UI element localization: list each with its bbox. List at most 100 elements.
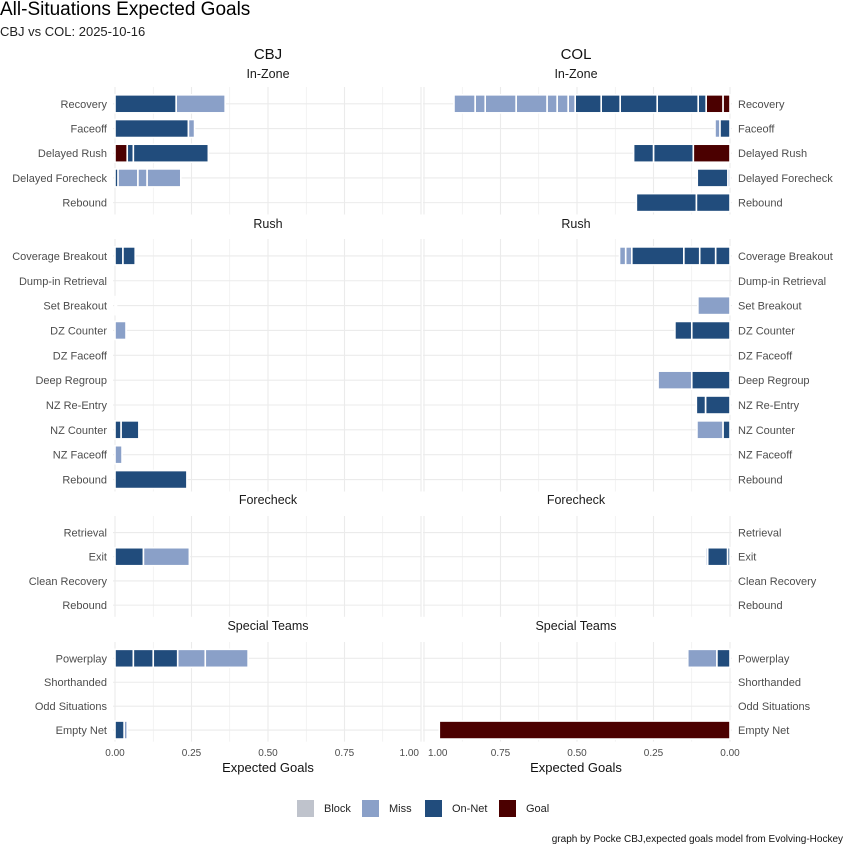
bar-cbj-recovery-on-net: [114, 94, 178, 114]
row-label-col-odd-situations: Odd Situations: [738, 701, 811, 713]
bar-cbj-nz-counter-on-net: [120, 420, 140, 440]
row-label-cbj-empty-net: Empty Net: [56, 725, 107, 737]
legend-label-on-net: On-Net: [452, 803, 487, 815]
bar-col-recovery-miss: [484, 94, 517, 114]
row-label-cbj-coverage-breakout: Coverage Breakout: [12, 251, 107, 263]
bar-cbj-rebound-on-net: [114, 469, 188, 490]
row-label-col-rebound: Rebound: [738, 198, 783, 210]
legend-label-block: Block: [324, 803, 351, 815]
bar-col-nz-counter-on-net: [722, 420, 731, 440]
row-label-cbj-rebound: Rebound: [62, 198, 107, 210]
bar-col-set-breakout-miss: [697, 295, 731, 316]
row-label-cbj-set-breakout: Set Breakout: [43, 301, 107, 313]
bar-col-powerplay-on-net: [716, 648, 731, 669]
bar-col-recovery-goal: [722, 94, 731, 114]
row-label-col-set-breakout: Set Breakout: [738, 301, 802, 313]
bar-col-delayed-rush-on-net: [632, 143, 655, 164]
bar-col-delayed-rush-on-net: [652, 143, 695, 164]
row-label-col-shorthanded: Shorthanded: [738, 677, 801, 689]
bar-col-coverage-breakout-on-net: [698, 246, 717, 266]
legend-swatch-miss: [362, 800, 379, 817]
bar-col-delayed-rush-goal: [692, 143, 731, 164]
row-label-col-faceoff: Faceoff: [738, 124, 775, 136]
bar-cbj-delayed-rush-on-net: [126, 143, 135, 164]
row-label-col-nz-faceoff: NZ Faceoff: [738, 450, 793, 462]
row-label-cbj-odd-situations: Odd Situations: [35, 701, 108, 713]
row-label-cbj-nz-faceoff: NZ Faceoff: [53, 450, 108, 462]
bar-cbj-delayed-forecheck-miss: [146, 168, 182, 188]
strip-label-cbj-in-zone: In-Zone: [246, 67, 289, 81]
bar-cbj-faceoff-miss: [187, 118, 196, 139]
row-label-cbj-recovery: Recovery: [61, 99, 108, 111]
chart-subtitle: CBJ vs COL: 2025-10-16: [0, 24, 145, 39]
bar-col-deep-regroup-miss: [657, 370, 693, 390]
bar-col-recovery-miss: [515, 94, 548, 114]
team-title-col: COL: [561, 46, 592, 63]
row-label-col-deep-regroup: Deep Regroup: [738, 375, 810, 387]
bar-col-nz-re-entry-on-net: [704, 395, 731, 415]
row-label-col-exit: Exit: [738, 552, 756, 564]
bar-cbj-exit-on-net: [114, 546, 145, 567]
row-label-col-delayed-rush: Delayed Rush: [738, 148, 807, 160]
bar-col-empty-net-goal: [438, 720, 731, 740]
row-label-cbj-exit: Exit: [89, 552, 107, 564]
bar-col-coverage-breakout-on-net: [630, 246, 685, 266]
bar-cbj-delayed-rush-goal: [114, 143, 129, 164]
x-tick-label-col: 0.50: [567, 748, 587, 759]
bar-col-dz-counter-on-net: [674, 320, 693, 341]
row-label-col-rebound: Rebound: [738, 475, 783, 487]
legend: Block Miss On-Net Goal: [297, 800, 549, 817]
row-label-col-powerplay: Powerplay: [738, 653, 790, 665]
bar-cbj-delayed-forecheck-miss: [117, 168, 139, 188]
bar-cbj-powerplay-on-net: [114, 648, 135, 669]
legend-swatch-goal: [499, 800, 516, 817]
row-label-cbj-retrieval: Retrieval: [64, 528, 107, 540]
team-title-cbj: CBJ: [254, 46, 282, 63]
row-label-cbj-powerplay: Powerplay: [56, 653, 108, 665]
bar-col-rebound-on-net: [635, 192, 698, 213]
row-label-cbj-rebound: Rebound: [62, 475, 107, 487]
bar-cbj-exit-miss: [142, 546, 191, 567]
row-label-col-delayed-forecheck: Delayed Forecheck: [738, 173, 833, 185]
bar-col-nz-re-entry-on-net: [695, 395, 707, 415]
bar-cbj-powerplay-on-net: [152, 648, 179, 669]
bar-cbj-delayed-rush-on-net: [132, 143, 210, 164]
x-tick-label-cbj: 0.75: [335, 748, 355, 759]
row-label-cbj-rebound: Rebound: [62, 600, 107, 612]
x-tick-label-col: 0.00: [720, 748, 740, 759]
x-tick-label-col: 0.75: [491, 748, 511, 759]
legend-label-miss: Miss: [389, 803, 412, 815]
bar-col-recovery-on-net: [574, 94, 602, 114]
bar-col-exit-on-net: [706, 546, 729, 567]
bar-cbj-empty-net-on-net: [114, 720, 125, 740]
bar-col-delayed-forecheck-on-net: [696, 168, 729, 188]
row-label-col-rebound: Rebound: [738, 600, 783, 612]
bar-col-recovery-miss: [474, 94, 486, 114]
strip-label-col-special-teams: Special Teams: [535, 619, 616, 633]
row-label-col-empty-net: Empty Net: [738, 725, 789, 737]
bar-col-recovery-miss: [567, 94, 576, 114]
bar-col-recovery-on-net: [697, 94, 707, 114]
row-label-cbj-delayed-rush: Delayed Rush: [38, 148, 107, 160]
row-label-col-recovery: Recovery: [738, 99, 785, 111]
row-label-cbj-delayed-forecheck: Delayed Forecheck: [12, 173, 107, 185]
bar-col-coverage-breakout-on-net: [714, 246, 731, 266]
row-label-cbj-deep-regroup: Deep Regroup: [35, 375, 107, 387]
bar-col-deep-regroup-on-net: [690, 370, 731, 390]
legend-swatch-on-net: [425, 800, 442, 817]
bar-cbj-recovery-miss: [175, 94, 226, 114]
bar-col-coverage-breakout-miss: [618, 246, 627, 266]
bar-cbj-delayed-forecheck-miss: [137, 168, 148, 188]
row-label-cbj-dz-faceoff: DZ Faceoff: [53, 350, 108, 362]
bar-col-exit-miss: [705, 546, 709, 567]
row-label-col-nz-counter: NZ Counter: [738, 425, 795, 437]
bar-cbj-empty-net-miss: [123, 720, 129, 740]
bar-cbj-faceoff-on-net: [114, 118, 190, 139]
strip-label-col-in-zone: In-Zone: [554, 67, 597, 81]
bar-col-recovery-miss: [546, 94, 558, 114]
bar-col-recovery-on-net: [656, 94, 699, 114]
row-label-col-dump-in-retrieval: Dump-in Retrieval: [738, 276, 826, 288]
row-label-col-coverage-breakout: Coverage Breakout: [738, 251, 833, 263]
